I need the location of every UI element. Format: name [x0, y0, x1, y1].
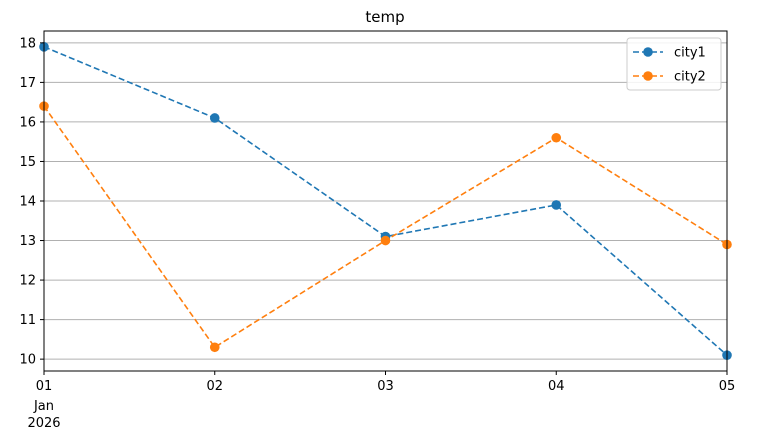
x-tick-sublabel: 2026 — [27, 416, 60, 431]
y-tick-label: 15 — [19, 155, 36, 170]
y-tick-label: 12 — [19, 274, 36, 289]
x-tick-label: 02 — [206, 379, 223, 394]
data-point-city2 — [551, 132, 562, 143]
data-point-city1 — [209, 113, 220, 123]
legend-label-city1: city1 — [674, 46, 706, 61]
x-tick-sublabel: Jan — [33, 399, 54, 414]
tick-labels: 10 11 12 13 14 15 16 17 18 01 02 03 04 05 Jan 2026 — [19, 36, 735, 431]
x-tick-label: 04 — [548, 379, 565, 394]
y-tick-label: 18 — [19, 36, 36, 51]
y-tick-label: 13 — [19, 234, 36, 249]
chart-title: temp — [365, 8, 404, 26]
series-line-city2 — [43, 105, 728, 349]
series-layer — [39, 42, 732, 360]
legend-label-city2: city2 — [674, 70, 706, 85]
data-point-city2 — [209, 342, 220, 353]
legend-marker-city1 — [643, 47, 653, 57]
legend-marker-city2 — [643, 71, 653, 81]
grid-lines — [44, 42, 727, 360]
x-tick-label: 05 — [719, 379, 736, 394]
y-tick-label: 10 — [19, 353, 36, 368]
y-tick-label: 17 — [19, 76, 36, 91]
x-tick-label: 03 — [377, 379, 394, 394]
legend: city1 city2 — [626, 37, 722, 91]
data-point-city2 — [380, 235, 391, 246]
y-tick-label: 11 — [19, 313, 36, 328]
y-tick-label: 14 — [19, 195, 36, 210]
y-tick-label: 16 — [19, 115, 36, 130]
data-point-city1 — [551, 200, 562, 210]
x-tick-label: 01 — [36, 379, 53, 394]
